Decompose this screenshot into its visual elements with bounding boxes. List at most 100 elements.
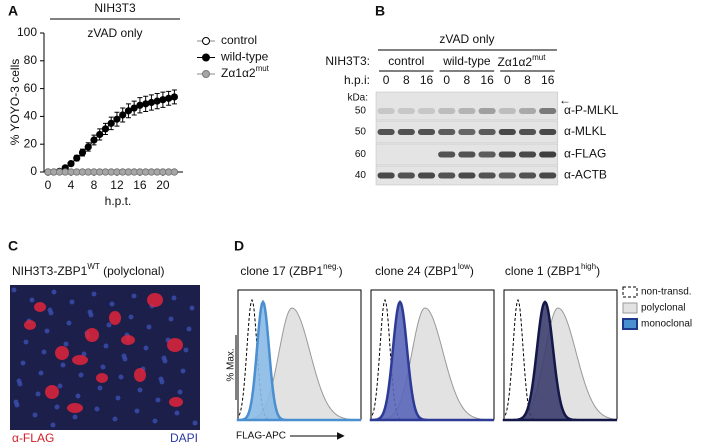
flag-cell xyxy=(72,355,88,365)
nucleus xyxy=(97,385,103,391)
y-tick-label: 40 xyxy=(24,109,38,123)
point xyxy=(96,130,104,139)
legend-marker xyxy=(202,53,210,62)
point xyxy=(142,100,150,108)
nucleus xyxy=(44,328,50,334)
label: Zα1α2mut xyxy=(498,53,547,69)
superscript: mut xyxy=(532,53,546,62)
nucleus xyxy=(13,399,19,405)
flag-cell xyxy=(109,311,121,325)
text: Zα1α2 xyxy=(498,55,533,69)
x-tick-label: 20 xyxy=(156,178,170,192)
treatment: zVAD only xyxy=(439,32,494,46)
cell-label: NIH3T3: xyxy=(325,54,370,68)
nucleus xyxy=(11,287,17,293)
y-label: % Max. xyxy=(226,348,237,381)
flag-cell xyxy=(147,293,163,307)
band xyxy=(498,172,516,179)
point xyxy=(165,94,173,102)
point xyxy=(159,96,167,104)
nucleus xyxy=(72,414,78,420)
point xyxy=(101,125,110,133)
band xyxy=(417,108,436,114)
x-tick-label: 4 xyxy=(68,178,75,192)
title-rest: (polyclonal) xyxy=(100,264,165,278)
nucleus xyxy=(16,378,22,384)
point xyxy=(136,101,144,109)
nucleus xyxy=(66,320,72,326)
image-title: NIH3T3-ZBP1WT (polyclonal) xyxy=(12,262,165,278)
nucleus xyxy=(189,305,195,311)
band xyxy=(377,172,395,179)
superscript: mut xyxy=(256,64,270,73)
nucleus xyxy=(87,309,93,315)
nucleus xyxy=(38,370,44,376)
text: ) xyxy=(596,264,600,278)
time-label: 8 xyxy=(403,73,410,87)
nucleus xyxy=(94,406,100,412)
nucleus xyxy=(100,364,106,370)
text: Zα1α2 xyxy=(221,66,256,80)
flag-cell xyxy=(96,373,108,383)
label: clone 24 (ZBP1low) xyxy=(375,262,474,278)
band xyxy=(539,129,557,135)
label: clone 17 (ZBP1neg.) xyxy=(240,262,342,278)
nucleus xyxy=(168,316,174,322)
superscript: neg. xyxy=(323,262,339,271)
band xyxy=(417,129,436,135)
time-label: h.p.i: xyxy=(344,73,370,87)
chart-title: zVAD only xyxy=(87,26,142,40)
flag-cell xyxy=(85,328,99,342)
legend-marker xyxy=(202,70,210,78)
nucleus xyxy=(51,289,57,295)
nucleus xyxy=(75,393,81,399)
flag-cell xyxy=(169,397,183,407)
panel-label: A xyxy=(8,3,18,19)
blot xyxy=(375,91,559,121)
legend-marker xyxy=(202,37,210,45)
marker-label: 40 xyxy=(355,170,367,181)
band xyxy=(417,172,436,179)
stain-label: α-FLAG xyxy=(12,431,54,445)
y-tick-label: 0 xyxy=(30,164,37,178)
nucleus xyxy=(23,339,29,345)
text: clone 1 (ZBP1 xyxy=(505,264,581,278)
y-label: % YOYO-3 cells xyxy=(8,59,22,145)
nucleus xyxy=(78,372,84,378)
marker-label: 50 xyxy=(355,127,367,138)
legend-swatch xyxy=(622,318,638,330)
time-label: 16 xyxy=(480,73,494,87)
band xyxy=(478,151,496,158)
point xyxy=(130,104,138,112)
marker-label: 50 xyxy=(355,106,367,117)
nucleus xyxy=(20,360,26,366)
nucleus xyxy=(143,345,149,351)
flag-cell xyxy=(34,302,46,312)
legend-swatch xyxy=(622,286,638,298)
marker-label: 60 xyxy=(355,149,367,160)
x-tick-label: 16 xyxy=(133,178,147,192)
nucleus xyxy=(63,341,69,347)
nucleus xyxy=(146,324,152,330)
nucleus xyxy=(155,397,161,403)
band xyxy=(397,108,415,114)
kda-label: kDa: xyxy=(347,93,368,104)
point xyxy=(107,119,115,127)
flag-cell xyxy=(67,403,83,413)
nucleus xyxy=(54,404,60,410)
time-label: 16 xyxy=(420,73,434,87)
band xyxy=(458,108,476,114)
band xyxy=(518,151,537,158)
group-label: control xyxy=(388,54,424,68)
nucleus xyxy=(118,374,124,380)
nucleus xyxy=(121,353,127,359)
point xyxy=(147,98,156,107)
band xyxy=(518,108,537,114)
nucleus xyxy=(41,349,47,355)
band xyxy=(498,129,516,135)
monoclonal xyxy=(504,300,617,422)
band xyxy=(458,151,476,158)
x-label: h.p.t. xyxy=(105,194,132,208)
x-label: FLAG-APC xyxy=(236,431,286,442)
label: clone 1 (ZBP1high) xyxy=(505,262,600,278)
